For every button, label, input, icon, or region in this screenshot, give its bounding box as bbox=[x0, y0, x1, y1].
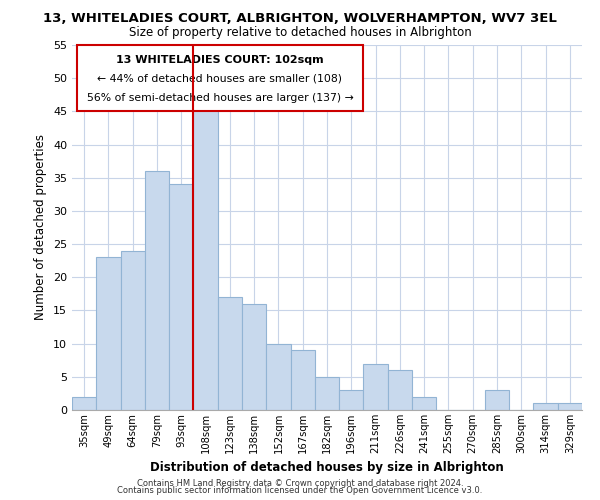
Text: Contains public sector information licensed under the Open Government Licence v3: Contains public sector information licen… bbox=[118, 486, 482, 495]
Bar bbox=[485, 390, 509, 410]
Bar bbox=[72, 396, 96, 410]
Bar bbox=[558, 404, 582, 410]
Bar bbox=[145, 171, 169, 410]
Bar bbox=[242, 304, 266, 410]
X-axis label: Distribution of detached houses by size in Albrighton: Distribution of detached houses by size … bbox=[150, 462, 504, 474]
Bar bbox=[121, 250, 145, 410]
FancyBboxPatch shape bbox=[77, 45, 363, 110]
Bar bbox=[266, 344, 290, 410]
Bar bbox=[315, 377, 339, 410]
Y-axis label: Number of detached properties: Number of detached properties bbox=[34, 134, 47, 320]
Text: 13, WHITELADIES COURT, ALBRIGHTON, WOLVERHAMPTON, WV7 3EL: 13, WHITELADIES COURT, ALBRIGHTON, WOLVE… bbox=[43, 12, 557, 26]
Text: 13 WHITELADIES COURT: 102sqm: 13 WHITELADIES COURT: 102sqm bbox=[116, 55, 324, 65]
Bar bbox=[533, 404, 558, 410]
Bar bbox=[290, 350, 315, 410]
Bar bbox=[364, 364, 388, 410]
Text: Contains HM Land Registry data © Crown copyright and database right 2024.: Contains HM Land Registry data © Crown c… bbox=[137, 478, 463, 488]
Bar bbox=[218, 297, 242, 410]
Bar bbox=[388, 370, 412, 410]
Bar bbox=[169, 184, 193, 410]
Text: 56% of semi-detached houses are larger (137) →: 56% of semi-detached houses are larger (… bbox=[86, 93, 353, 103]
Bar bbox=[412, 396, 436, 410]
Text: Size of property relative to detached houses in Albrighton: Size of property relative to detached ho… bbox=[128, 26, 472, 39]
Bar bbox=[339, 390, 364, 410]
Text: ← 44% of detached houses are smaller (108): ← 44% of detached houses are smaller (10… bbox=[97, 74, 343, 84]
Bar bbox=[96, 258, 121, 410]
Bar bbox=[193, 104, 218, 410]
